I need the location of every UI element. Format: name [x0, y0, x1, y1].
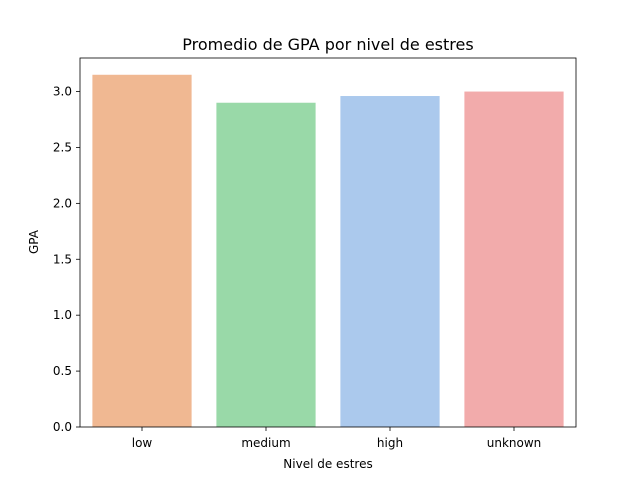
x-axis-label: Nivel de estres	[283, 457, 372, 471]
x-tick-label: unknown	[487, 436, 542, 450]
y-tick-label: 2.5	[53, 140, 72, 154]
y-axis-label: GPA	[27, 229, 41, 254]
y-tick-label: 1.0	[53, 308, 72, 322]
bar-low	[92, 74, 192, 428]
bar-medium	[216, 102, 316, 427]
chart-title: Promedio de GPA por nivel de estres	[182, 35, 473, 54]
x-tick-label: high	[377, 436, 403, 450]
plot-area: low medium high unknown 0.0 0.5 1.0 1.5 2.0 2.5 3.…	[53, 57, 577, 450]
plot-frame	[79, 57, 577, 428]
y-tick-label: 0.0	[53, 420, 72, 434]
y-tick-label: 3.0	[53, 85, 72, 99]
bar-unknown	[464, 91, 564, 428]
y-tick-label: 1.5	[53, 252, 72, 266]
x-tick-label: low	[132, 436, 153, 450]
y-tick-label: 2.0	[53, 196, 72, 210]
y-tick-label: 0.5	[53, 364, 72, 378]
bar-high	[340, 96, 440, 428]
x-tick-label: medium	[241, 436, 290, 450]
